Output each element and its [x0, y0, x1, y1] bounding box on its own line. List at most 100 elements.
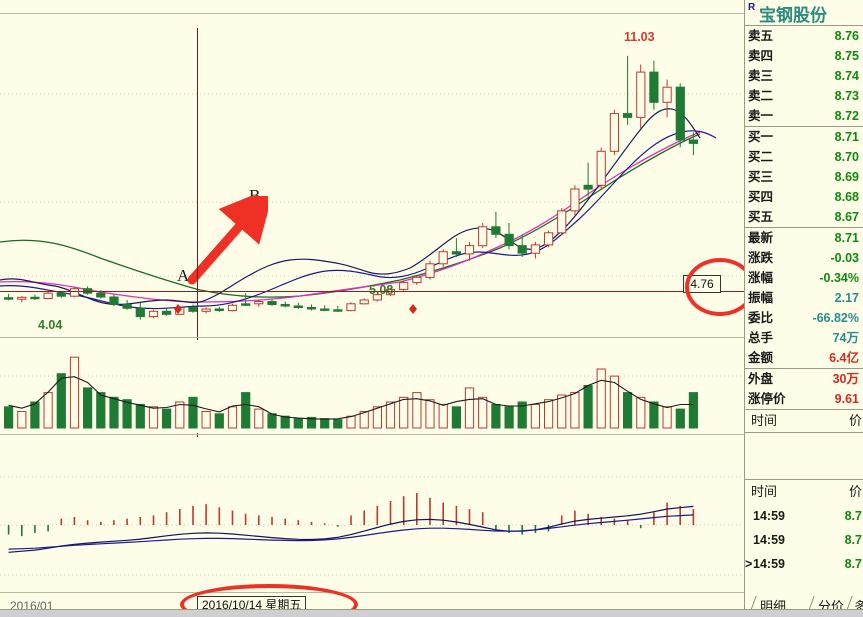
quote-row-label: 卖五 [748, 29, 774, 43]
ticks-blank-zone [745, 433, 863, 479]
ask-list[interactable]: 卖五 8.76 卖四 8.75 卖三 8.74 卖二 8.73 卖一 8.72 [745, 26, 863, 126]
quote-row-value: 8.76 [834, 29, 859, 43]
quote-row[interactable]: 涨跌 -0.03 [745, 248, 863, 268]
tick-row[interactable]: 14:59 8.7 [745, 504, 863, 528]
quote-row[interactable]: 卖一 8.72 [745, 106, 863, 126]
tick-list[interactable]: 14:59 8.7 14:59 8.7 >14:59 8.7 [745, 504, 863, 576]
quote-row-value: 6.4亿 [829, 351, 859, 365]
tick-price: 8.7 [844, 557, 862, 571]
quote-row-value: 74万 [832, 331, 859, 345]
quote-row-label: 总手 [748, 331, 774, 345]
ticks-header-top: 时间 价 [745, 409, 863, 433]
high-price-label: 11.03 [624, 30, 655, 44]
volume-panel[interactable] [0, 340, 744, 433]
quote-row-label: 外盘 [748, 372, 774, 386]
window-bottom-frame [0, 609, 863, 617]
tick-price: 8.7 [844, 533, 862, 547]
quote-row-label: 卖三 [748, 69, 774, 83]
quote-row-label: 涨幅 [748, 271, 774, 285]
quote-row-label: 委比 [748, 311, 774, 325]
quote-row-label: 涨停价 [748, 392, 786, 406]
ticks-header-top-price: 价 [848, 413, 862, 428]
quote-row-label: 买一 [748, 130, 774, 144]
quote-row[interactable]: 总手 74万 [745, 328, 863, 348]
quote-row-value: 8.73 [834, 89, 859, 103]
stock-header[interactable]: R 宝钢股份 [745, 0, 863, 26]
indicator-panel[interactable] [0, 437, 744, 592]
candlestick-svg [0, 55, 744, 320]
ticks-header-top-time: 时间 [751, 413, 778, 428]
tab-more[interactable]: 多 [854, 599, 863, 614]
chart-top-divider [0, 13, 744, 14]
quote-row-label: 卖一 [748, 109, 774, 123]
quote-row[interactable]: 买一 8.71 [745, 126, 863, 147]
macd-svg [0, 476, 744, 576]
quote-row[interactable]: 买二 8.70 [745, 147, 863, 167]
quote-row[interactable]: 卖五 8.76 [745, 26, 863, 46]
price-panel[interactable] [0, 14, 744, 337]
tick-price: 8.7 [844, 509, 862, 523]
tick-time: 14:59 [753, 509, 785, 523]
ticks-header-bottom-price: 价 [848, 484, 862, 499]
quote-row[interactable]: 涨幅 -0.34% [745, 268, 863, 288]
quote-row-label: 卖四 [748, 49, 774, 63]
quote-row[interactable]: 外盘 30万 [745, 368, 863, 389]
ticks-header-bottom-time: 时间 [751, 484, 778, 499]
quote-row-value: 8.68 [834, 190, 859, 204]
indicator-top-divider [0, 434, 744, 435]
quote-row-value: 8.67 [834, 210, 859, 224]
quote-row[interactable]: 振幅 2.17 [745, 288, 863, 308]
tick-row[interactable]: >14:59 8.7 [745, 552, 863, 576]
mid-price-label: 5.08 [369, 283, 394, 297]
quote-row[interactable]: 买四 8.68 [745, 187, 863, 207]
quote-row-value: 8.75 [834, 49, 859, 63]
quote-row-label: 买二 [748, 150, 774, 164]
marker-a: A [177, 266, 190, 285]
quote-row-value: -0.03 [830, 251, 860, 265]
stock-name: 宝钢股份 [759, 6, 827, 25]
quote-row[interactable]: 委比 -66.82% [745, 308, 863, 328]
tick-cursor-marker: > [745, 557, 753, 571]
quote-row-value: 9.61 [834, 392, 859, 406]
quote-panel[interactable]: R 宝钢股份 卖五 8.76 卖四 8.75 卖三 8.74 卖二 8.73 卖一 8.72 买一… [744, 0, 863, 617]
volume-svg [0, 356, 744, 429]
annotation-arrow [187, 196, 268, 285]
quote-row[interactable]: 卖二 8.73 [745, 86, 863, 106]
tick-time: 14:59 [753, 557, 785, 571]
quote-row-value: 8.69 [834, 170, 859, 184]
quote-row[interactable]: 卖四 8.75 [745, 46, 863, 66]
quote-row[interactable]: 涨停价 9.61 [745, 389, 863, 409]
quote-row[interactable]: 最新 8.71 [745, 227, 863, 248]
chart-area[interactable]: MA20 4.60 MA40 4.76 向前复权 [0, 0, 755, 617]
quote-row-value: -0.34% [819, 271, 859, 285]
annotation-ellipse-date [180, 584, 358, 617]
quote-row-value: 8.72 [834, 109, 859, 123]
quote-row-label: 涨跌 [748, 251, 774, 265]
quote-row-label: 买四 [748, 190, 774, 204]
quote-row-value: -66.82% [812, 311, 859, 325]
crosshair-vertical [197, 28, 198, 592]
quote-row-value: 2.17 [834, 291, 859, 305]
stat-list[interactable]: 最新 8.71 涨跌 -0.03 涨幅 -0.34% 振幅 2.17 委比 -66.82% 总手 74… [745, 227, 863, 368]
stat-list-secondary[interactable]: 外盘 30万涨停价 9.61 [745, 368, 863, 409]
quote-row-label: 振幅 [748, 291, 774, 305]
quote-row-value: 8.70 [834, 150, 859, 164]
quote-row-value: 8.71 [834, 130, 859, 144]
quote-row-label: 最新 [748, 231, 774, 245]
cursor-price-line [0, 291, 744, 292]
quote-row-label: 卖二 [748, 89, 774, 103]
tick-row[interactable]: 14:59 8.7 [745, 528, 863, 552]
tick-time: 14:59 [753, 533, 785, 547]
quote-row-value: 30万 [832, 372, 859, 386]
quote-row[interactable]: 金额 6.4亿 [745, 348, 863, 368]
marker-b: B [249, 186, 261, 205]
quote-row-value: 8.71 [834, 231, 859, 245]
quote-row[interactable]: 卖三 8.74 [745, 66, 863, 86]
bid-list[interactable]: 买一 8.71 买二 8.70 买三 8.69 买四 8.68 买五 8.67 [745, 126, 863, 227]
ticks-header-bottom: 时间 价 [745, 479, 863, 504]
quote-row-label: 金额 [748, 351, 774, 365]
quote-row[interactable]: 买三 8.69 [745, 167, 863, 187]
quote-row[interactable]: 买五 8.67 [745, 207, 863, 227]
quote-row-label: 买三 [748, 170, 774, 184]
